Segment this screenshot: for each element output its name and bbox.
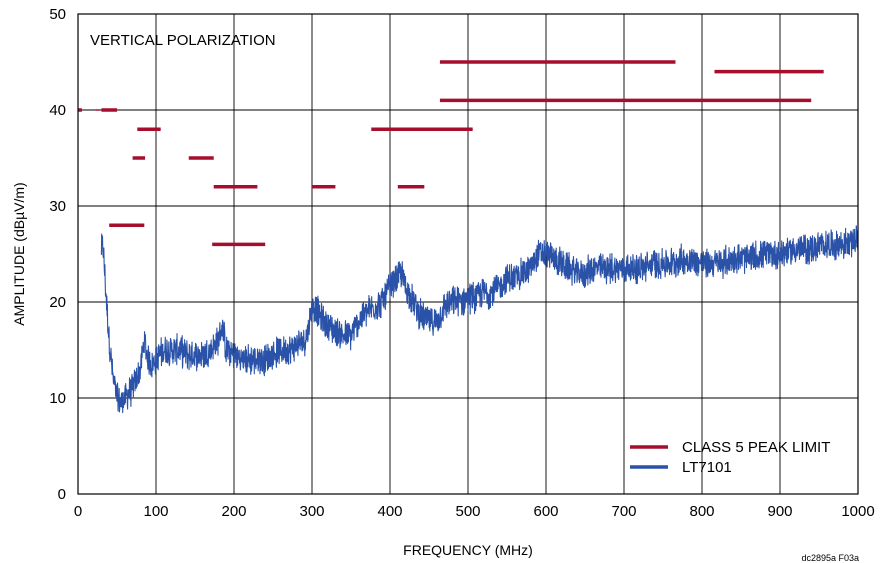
x-tick-600: 600 — [533, 503, 558, 520]
x-tick-200: 200 — [221, 503, 246, 520]
lt7101-series — [100, 225, 859, 414]
plot-border — [77, 13, 859, 495]
y-tick-20: 20 — [49, 294, 66, 311]
x-tick-400: 400 — [377, 503, 402, 520]
x-tick-300: 300 — [299, 503, 324, 520]
y-tick-50: 50 — [49, 6, 66, 23]
y-tick-labels: 0 10 20 30 40 50 — [49, 6, 66, 503]
x-axis-title: FREQUENCY (MHz) — [403, 542, 533, 558]
x-tick-900: 900 — [767, 503, 792, 520]
x-tick-1000: 1000 — [841, 503, 874, 520]
y-tick-0: 0 — [58, 486, 66, 503]
class5-limit-series — [78, 60, 824, 247]
x-tick-0: 0 — [74, 503, 82, 520]
y-axis-title: AMPLITUDE (dBµV/m) — [11, 182, 27, 325]
x-tick-100: 100 — [143, 503, 168, 520]
legend-label-limit: CLASS 5 PEAK LIMIT — [682, 439, 830, 456]
x-tick-800: 800 — [689, 503, 714, 520]
x-tick-labels: 0 100 200 300 400 500 600 700 800 900 1000 — [74, 503, 875, 520]
polarization-annotation: VERTICAL POLARIZATION — [90, 32, 276, 49]
y-tick-10: 10 — [49, 390, 66, 407]
figure-id: dc2895a F03a — [801, 553, 859, 563]
x-tick-500: 500 — [455, 503, 480, 520]
legend: CLASS 5 PEAK LIMIT LT7101 — [630, 439, 830, 476]
y-tick-30: 30 — [49, 198, 66, 215]
legend-label-signal: LT7101 — [682, 459, 732, 476]
y-tick-40: 40 — [49, 102, 66, 119]
x-tick-700: 700 — [611, 503, 636, 520]
lt7101-trace — [100, 225, 859, 414]
